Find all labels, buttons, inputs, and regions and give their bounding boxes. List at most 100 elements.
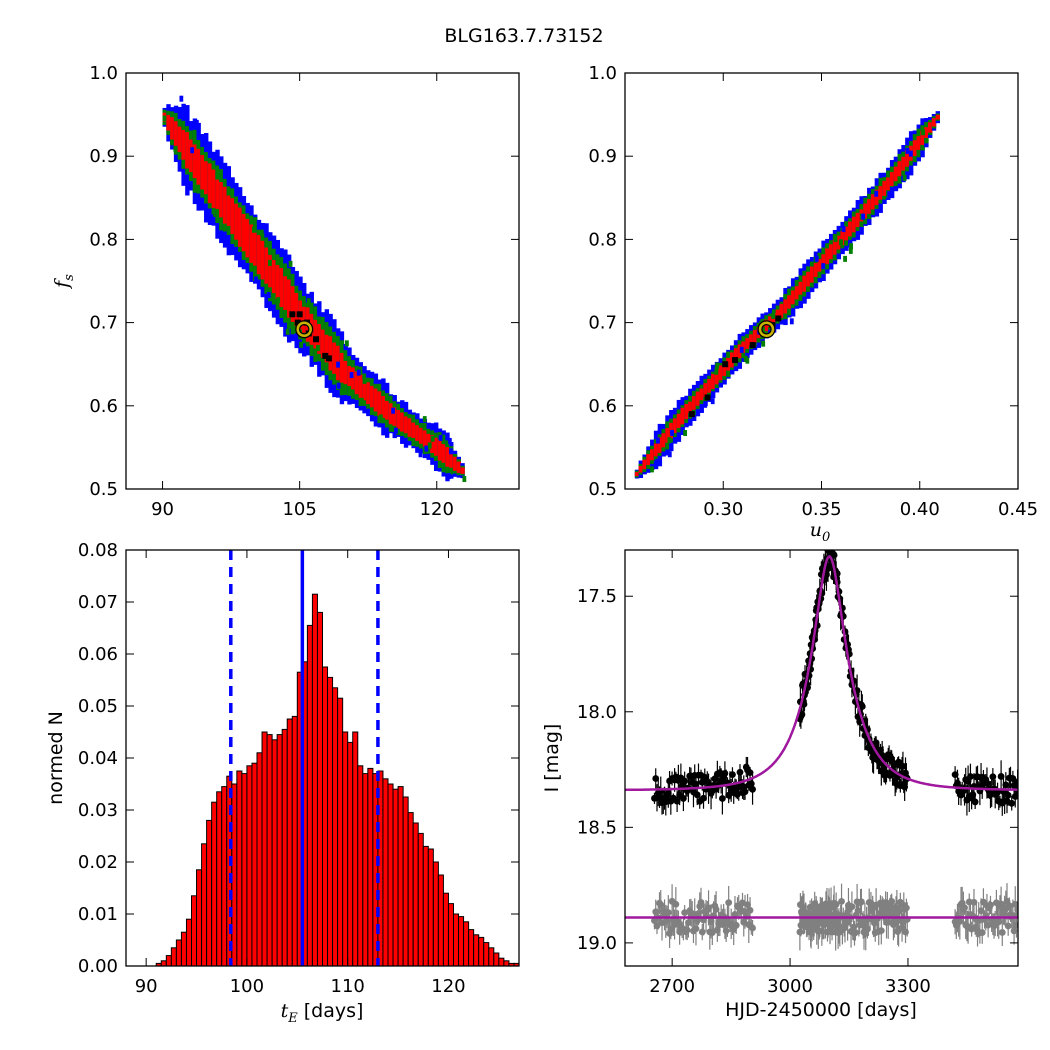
high-likelihood-cell bbox=[325, 355, 332, 362]
density-cell-outlier bbox=[285, 328, 290, 335]
density-cell-outlier bbox=[655, 458, 659, 465]
residual-point bbox=[1014, 906, 1018, 913]
histogram-bar bbox=[453, 913, 460, 967]
residual-point bbox=[667, 925, 675, 933]
density-cell-red bbox=[264, 247, 269, 284]
high-likelihood-cell bbox=[294, 319, 301, 326]
residual-point bbox=[961, 904, 968, 912]
x-tick-label: 0.45 bbox=[998, 499, 1038, 520]
density-cell-outlier bbox=[814, 255, 819, 262]
density-cell-red bbox=[745, 338, 750, 349]
density-cell-red bbox=[798, 281, 803, 295]
density-cell-red bbox=[775, 309, 781, 320]
density-cell-red bbox=[366, 382, 371, 405]
density-cell-red bbox=[912, 140, 918, 157]
density-cell-red bbox=[650, 449, 655, 461]
density-cell-red bbox=[222, 186, 228, 224]
density-cell-red bbox=[844, 226, 849, 241]
y-tick-label: 0.02 bbox=[78, 852, 118, 873]
residual-point bbox=[692, 925, 700, 933]
density-cell-red bbox=[870, 194, 876, 210]
histogram-bar bbox=[447, 903, 455, 967]
y-tick-label: 0.01 bbox=[78, 904, 118, 925]
residual-point bbox=[712, 905, 720, 913]
density-cell-outlier bbox=[703, 401, 708, 408]
density-cell-red bbox=[802, 275, 807, 292]
density-cell-outlier bbox=[715, 362, 720, 369]
density-cell-red bbox=[851, 216, 857, 233]
y-tick-label: 0.06 bbox=[78, 644, 118, 665]
density-cell-red bbox=[245, 218, 250, 258]
density-cell-red bbox=[192, 144, 198, 179]
density-cell-red bbox=[351, 367, 356, 392]
high-likelihood-cell bbox=[722, 361, 729, 368]
density-cell-red bbox=[901, 156, 906, 171]
panel-light-curve: 2700 3000 3300 17.5 18.0 18.5 19.0 I [mag] HJD-2… bbox=[541, 549, 1019, 1021]
density-cell-red bbox=[237, 207, 243, 247]
residual-point bbox=[1013, 921, 1018, 929]
density-cell-red bbox=[672, 418, 678, 434]
residual-point bbox=[746, 906, 754, 914]
y-tick-label: 0.00 bbox=[78, 956, 118, 977]
density-cell-outlier bbox=[462, 475, 467, 482]
histogram-bar bbox=[337, 697, 344, 967]
y-tick-label: 0.03 bbox=[78, 800, 118, 821]
density-cell-red bbox=[764, 319, 769, 332]
x-axis-label: HJD-2450000 [days] bbox=[725, 999, 917, 1021]
density-cell-red bbox=[927, 122, 933, 133]
histogram-bar bbox=[432, 861, 439, 967]
density-cell-outlier bbox=[890, 187, 894, 194]
data-point bbox=[736, 768, 744, 776]
density-cell-red bbox=[836, 235, 842, 250]
histogram-bar bbox=[412, 822, 419, 967]
density-cell-red bbox=[460, 467, 465, 474]
data-point bbox=[1004, 791, 1012, 799]
density-cell-outlier bbox=[350, 389, 355, 396]
density-cell-red bbox=[437, 439, 443, 461]
y-axis-label: fs bbox=[51, 274, 77, 290]
density-cell-red bbox=[400, 412, 405, 432]
density-cell-red bbox=[790, 290, 796, 305]
histogram-bar bbox=[261, 731, 268, 967]
residual-point bbox=[708, 929, 716, 936]
density-cell-red bbox=[646, 454, 651, 466]
data-point bbox=[971, 798, 979, 806]
histogram-bar bbox=[316, 611, 324, 967]
density-cell-red bbox=[718, 365, 723, 381]
density-cell-red bbox=[688, 401, 693, 413]
histogram-bar bbox=[306, 624, 313, 967]
density-cell-red bbox=[407, 418, 412, 437]
high-likelihood-cell bbox=[688, 411, 695, 418]
data-point bbox=[1014, 778, 1018, 786]
density-cell-red bbox=[832, 239, 838, 255]
density-cell-red bbox=[889, 172, 895, 187]
residual-point bbox=[722, 927, 730, 935]
histogram-bar bbox=[327, 676, 334, 967]
histogram-bar bbox=[271, 739, 278, 967]
density-cell-outlier bbox=[670, 429, 674, 436]
density-cell-outlier bbox=[342, 388, 347, 395]
density-cell-outlier bbox=[362, 377, 367, 384]
density-cell-outlier bbox=[447, 437, 452, 444]
histogram-bar bbox=[352, 731, 359, 967]
data-point bbox=[989, 773, 997, 781]
density-cell-red bbox=[188, 139, 194, 173]
density-cell-outlier bbox=[921, 129, 925, 136]
density-cell-red bbox=[279, 268, 284, 308]
density-cell-outlier bbox=[745, 357, 750, 364]
histogram-bar bbox=[180, 931, 187, 967]
histogram-bar bbox=[417, 832, 424, 967]
y-tick-label: 0.05 bbox=[78, 696, 118, 717]
density-cell-red bbox=[935, 114, 940, 120]
data-point bbox=[1002, 781, 1010, 789]
density-cell-outlier bbox=[849, 243, 853, 250]
y-tick-label: 18.0 bbox=[577, 702, 617, 723]
density-cell-outlier bbox=[360, 397, 364, 404]
density-cell-red bbox=[710, 373, 716, 390]
density-cell-outlier bbox=[902, 174, 907, 181]
x-tick-label: 90 bbox=[135, 976, 158, 997]
density-cell-outlier bbox=[336, 382, 341, 389]
density-cell-red bbox=[181, 129, 186, 160]
y-tick-label: 18.5 bbox=[577, 817, 617, 838]
density-cell-red bbox=[422, 430, 428, 447]
